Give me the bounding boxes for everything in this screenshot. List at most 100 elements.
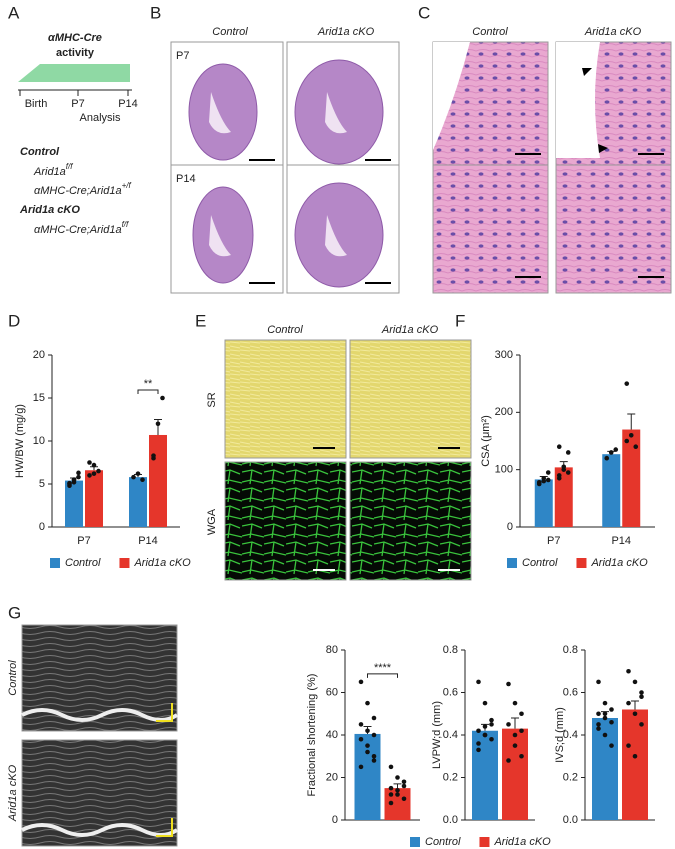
data-point xyxy=(358,764,364,770)
data-point xyxy=(76,470,81,476)
legend-swatch xyxy=(119,558,130,568)
data-point xyxy=(489,717,494,723)
y-tick-label: 0.6 xyxy=(563,686,578,698)
echo-wall xyxy=(21,708,179,722)
data-point xyxy=(632,753,638,759)
legend-label: Control xyxy=(65,557,101,569)
data-point xyxy=(602,700,608,706)
genotype: αMHC-Cre;Arid1a+/f xyxy=(34,181,131,197)
bar xyxy=(622,709,648,820)
data-point xyxy=(639,694,644,700)
histology-image xyxy=(432,164,549,294)
scale-bar xyxy=(156,818,173,837)
data-point xyxy=(639,690,644,695)
data-point xyxy=(565,470,571,475)
y-axis-label: LVPW;d (mm) xyxy=(431,701,443,769)
data-point xyxy=(401,796,407,802)
x-tick-label: P7 xyxy=(77,535,90,547)
data-point xyxy=(506,758,511,763)
data-point xyxy=(358,679,364,685)
legend-label: Arid1a cKO xyxy=(590,557,648,569)
scale-bar xyxy=(156,703,173,722)
heart-cavity xyxy=(325,92,347,134)
y-tick-label: 0.6 xyxy=(443,686,458,698)
data-point xyxy=(512,700,518,706)
data-point xyxy=(506,722,511,727)
timeline-label: Birth xyxy=(25,98,48,110)
data-point xyxy=(596,726,601,731)
row-label: Arid1a cKO xyxy=(7,764,19,822)
genotype: Arid1af/f xyxy=(33,162,73,178)
data-point xyxy=(506,681,511,687)
data-point xyxy=(519,711,524,717)
data-point xyxy=(476,728,481,734)
y-tick-label: 0 xyxy=(39,521,45,533)
data-point xyxy=(135,471,141,476)
data-point xyxy=(155,421,161,427)
heart-section xyxy=(294,59,384,165)
data-point xyxy=(624,381,630,386)
genotype: αMHC-Cre;Arid1af/f xyxy=(34,220,129,236)
y-tick-label: 0.8 xyxy=(563,644,578,656)
data-point xyxy=(608,450,614,455)
data-point xyxy=(140,477,145,483)
panel-letter: F xyxy=(455,311,465,330)
y-tick-label: 5 xyxy=(39,478,45,490)
data-point xyxy=(476,679,481,685)
data-point xyxy=(87,473,92,478)
data-point xyxy=(628,432,634,438)
y-tick-label: 0 xyxy=(507,521,513,533)
data-point xyxy=(604,455,610,461)
legend-swatch xyxy=(507,558,517,568)
y-axis-label: HW/BW (mg/g) xyxy=(14,404,26,478)
data-point xyxy=(388,785,394,791)
row-label: SR xyxy=(206,392,218,407)
column-header: Control xyxy=(472,26,508,38)
bar xyxy=(602,454,621,527)
heart-cavity xyxy=(209,215,231,257)
data-point xyxy=(626,700,631,706)
column-header: Control xyxy=(212,26,248,38)
significance-bracket xyxy=(137,389,159,394)
lumen xyxy=(433,42,470,150)
arrowhead xyxy=(598,144,608,153)
data-point xyxy=(556,444,562,450)
histology-image xyxy=(555,164,672,294)
data-point xyxy=(388,764,394,770)
y-tick-label: 200 xyxy=(495,406,513,418)
data-point xyxy=(76,474,81,480)
legend-label: Arid1a cKO xyxy=(493,836,551,848)
data-point xyxy=(596,722,601,727)
bar xyxy=(149,434,167,527)
data-point xyxy=(365,700,370,706)
data-point xyxy=(365,743,370,748)
y-tick-label: 0.2 xyxy=(443,771,458,783)
stain-image xyxy=(224,339,347,459)
bar xyxy=(129,477,147,527)
echo-image xyxy=(21,624,178,732)
y-tick-label: 0.8 xyxy=(443,644,458,656)
row-label: Control xyxy=(7,660,19,696)
genotype-sup: f/f xyxy=(122,220,129,229)
y-axis-label: IVS;d (mm) xyxy=(554,707,566,763)
heart-cavity xyxy=(325,215,347,257)
panel-letter: A xyxy=(8,3,20,22)
data-point xyxy=(91,471,97,476)
y-tick-label: 20 xyxy=(326,771,338,783)
x-tick-label: P14 xyxy=(138,535,158,547)
genotype-sup: f/f xyxy=(66,162,73,171)
data-point xyxy=(556,475,562,481)
activity-label: activity xyxy=(56,47,95,59)
cre-activity-bar xyxy=(18,64,130,82)
lumen xyxy=(556,42,600,158)
data-point xyxy=(596,711,601,717)
bar xyxy=(554,467,573,527)
row-label: P14 xyxy=(176,173,196,185)
data-point xyxy=(561,464,567,470)
group-name: Control xyxy=(20,146,60,158)
y-tick-label: 100 xyxy=(495,464,513,476)
data-point xyxy=(519,728,524,734)
data-point xyxy=(395,775,400,780)
error-bar xyxy=(627,413,636,430)
data-point xyxy=(151,453,156,458)
